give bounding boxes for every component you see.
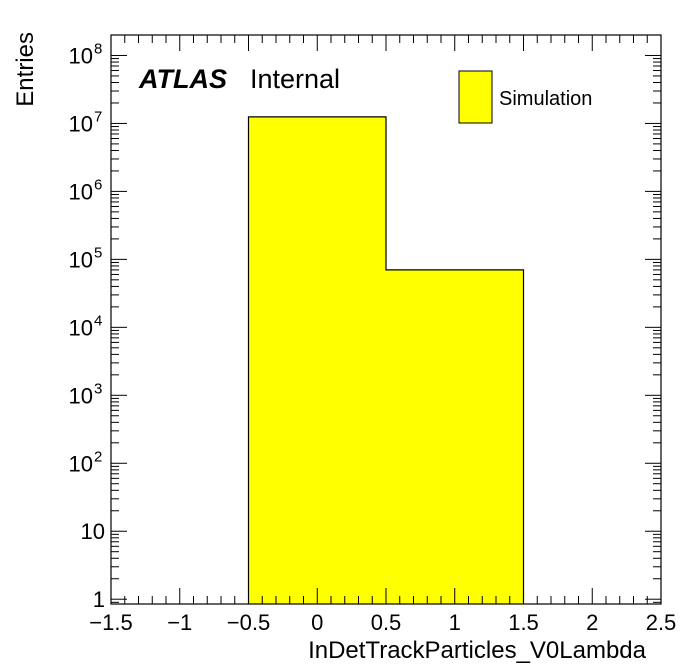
- y-tick-label: 10: [69, 179, 93, 204]
- y-tick-exponent: 2: [94, 448, 102, 465]
- x-tick-labels: −1.5 −1 −0.5 0 0.5 1 1.5 2 2.5: [89, 610, 676, 635]
- internal-label: Internal: [250, 64, 340, 94]
- x-tick-label: 0.5: [371, 610, 402, 635]
- x-tick-label: 2.5: [646, 610, 677, 635]
- x-tick-label: −1.5: [89, 610, 132, 635]
- y-tick-exponent: 4: [94, 312, 102, 329]
- ticks-layer: [110, 34, 662, 604]
- histogram-bin-1: [386, 269, 524, 604]
- y-tick-label: 10: [81, 519, 105, 544]
- bars-layer: [247, 116, 525, 605]
- legend-swatch-simulation: [458, 70, 493, 124]
- x-tick-label: −1: [167, 610, 192, 635]
- x-tick-label: 2: [586, 610, 598, 635]
- y-tick-exponent: 6: [94, 176, 102, 193]
- atlas-label: ATLAS: [138, 64, 227, 94]
- x-tick-label: −0.5: [227, 610, 270, 635]
- y-tick-exponent: 8: [94, 40, 102, 57]
- x-tick-label: 1.5: [508, 610, 539, 635]
- y-axis-title: Entries: [12, 32, 39, 107]
- y-tick-label: 10: [69, 247, 93, 272]
- x-axis-title: InDetTrackParticles_V0Lambda: [308, 637, 647, 664]
- x-tick-label: 0: [311, 610, 323, 635]
- y-tick-label: 10: [69, 111, 93, 136]
- legend-label-simulation: Simulation: [499, 88, 592, 110]
- y-tick-label: 10: [69, 315, 93, 340]
- legend: Simulation: [458, 70, 592, 124]
- y-tick-label: 1: [93, 587, 105, 612]
- x-tick-label: 1: [449, 610, 461, 635]
- y-tick-label: 10: [69, 451, 93, 476]
- y-tick-exponent: 3: [94, 380, 102, 397]
- histogram-outline: [247, 116, 525, 604]
- y-tick-exponent: 7: [94, 108, 102, 125]
- histogram-bin-0: [248, 116, 386, 605]
- y-tick-label: 10: [69, 383, 93, 408]
- y-tick-label: 10: [69, 43, 93, 68]
- y-tick-exponent: 5: [94, 244, 102, 261]
